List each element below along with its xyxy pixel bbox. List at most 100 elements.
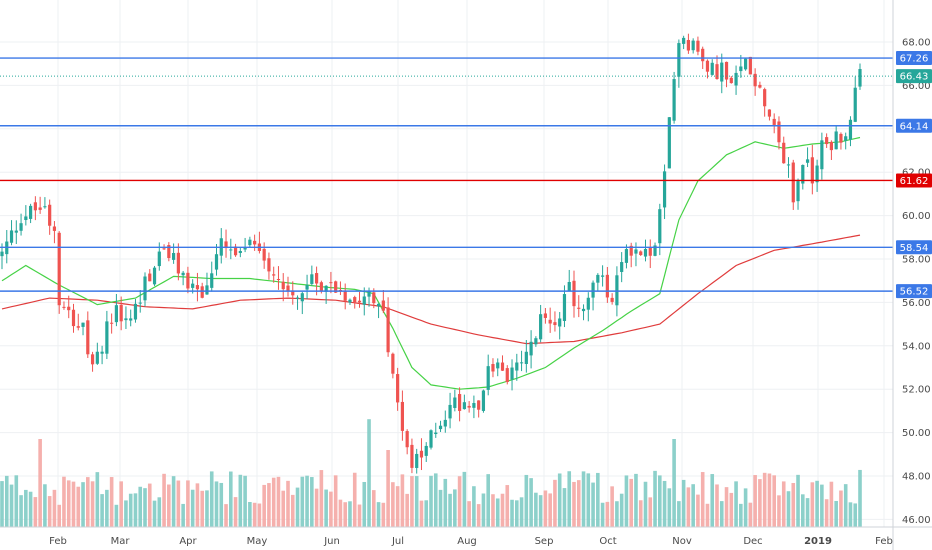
volume-bar [653, 470, 657, 527]
candle-body [348, 299, 352, 303]
volume-bar [548, 493, 552, 527]
volume-bar [33, 497, 38, 527]
candle-body [467, 405, 471, 408]
volume-bar [362, 481, 367, 527]
candle-body [9, 230, 14, 243]
volume-bar [181, 503, 185, 527]
volume-bar [581, 471, 586, 527]
candle-body [186, 272, 190, 289]
candles [0, 33, 862, 474]
candle-body [701, 48, 705, 62]
candle-body [643, 248, 648, 257]
volume-bar [600, 502, 605, 527]
volume-bar [843, 484, 848, 527]
candle-body [172, 252, 176, 260]
candle-body [686, 39, 690, 51]
volume-bar [0, 481, 4, 527]
candle-body [353, 297, 357, 303]
volume-bar [438, 489, 443, 527]
candle-body [400, 401, 404, 431]
candle-body [62, 306, 66, 308]
volume-bar [319, 470, 324, 527]
candle-body [567, 281, 571, 291]
volume-bar [205, 490, 209, 527]
volume-bar [138, 486, 143, 527]
x-tick-label: 2019 [804, 536, 832, 547]
volume-bar [195, 483, 200, 527]
candle-body [114, 305, 118, 323]
candle-body [262, 248, 266, 261]
candle-body [152, 267, 157, 285]
volume-bar [505, 485, 510, 527]
x-tick-label: Dec [743, 536, 762, 547]
volume-bar [753, 475, 757, 527]
candle-body [291, 290, 295, 296]
candle-body [715, 64, 719, 80]
volume-bar [486, 474, 490, 527]
candle-body [162, 248, 166, 250]
volume-bar [167, 484, 171, 527]
candle-body [281, 281, 285, 290]
y-tick-label: 54.00 [902, 341, 931, 352]
candle-body [67, 306, 71, 311]
volume-bar [66, 480, 71, 527]
candle-body [71, 309, 76, 327]
candle-body [419, 450, 424, 458]
level-lines [0, 57, 893, 292]
volume-bar [748, 502, 753, 527]
candle-body [558, 318, 562, 327]
candle-body [529, 341, 533, 356]
volume-bar [372, 490, 376, 527]
volume-bar [281, 490, 286, 527]
volume-bar [858, 469, 862, 527]
candle-body [653, 245, 657, 256]
candle-body [462, 402, 466, 410]
y-tick-label: 60.00 [902, 211, 931, 222]
volume-bar [405, 493, 409, 527]
candle-body [200, 286, 204, 298]
candle-body [634, 249, 638, 254]
candle-body [95, 351, 99, 364]
volume-bar [834, 500, 838, 527]
volume-bar [176, 480, 181, 527]
volume-bar [677, 501, 681, 527]
volume-bar [62, 476, 66, 527]
volume-bar [424, 500, 429, 527]
candle-body [796, 181, 800, 202]
volume-bar [457, 476, 462, 527]
volume-bar [410, 476, 414, 527]
volume-bar [324, 489, 328, 527]
volume-bar [190, 489, 195, 527]
volume-bar [252, 502, 257, 527]
volume-bar [696, 494, 700, 527]
volume-bar [777, 495, 781, 527]
volume-bar [610, 486, 614, 527]
candle-body [500, 362, 505, 371]
candle-body [429, 430, 433, 448]
x-tick-label: Aug [457, 536, 477, 547]
candle-body [620, 262, 624, 272]
volume-bar [791, 483, 796, 527]
volume-bar [481, 493, 486, 527]
x-tick-label: Mar [111, 536, 131, 547]
volume-bar [586, 473, 591, 527]
volume-bar [290, 494, 295, 527]
candle-body [786, 164, 791, 166]
candle-body [300, 293, 304, 302]
x-tick-label: May [247, 536, 268, 547]
y-tick-label: 68.00 [902, 38, 931, 49]
volume-bar [271, 477, 276, 527]
volume-bar [400, 474, 405, 527]
volume-bar [19, 495, 23, 527]
volume-bar [462, 471, 467, 527]
volume-bar [109, 477, 114, 527]
candle-body [276, 279, 281, 281]
candle-body [724, 61, 729, 80]
volume-bar [81, 482, 85, 527]
volume-bar [128, 493, 133, 527]
volume-bar [14, 475, 19, 527]
volume-bar [519, 497, 524, 527]
level-badge: 56.52 [900, 287, 929, 298]
